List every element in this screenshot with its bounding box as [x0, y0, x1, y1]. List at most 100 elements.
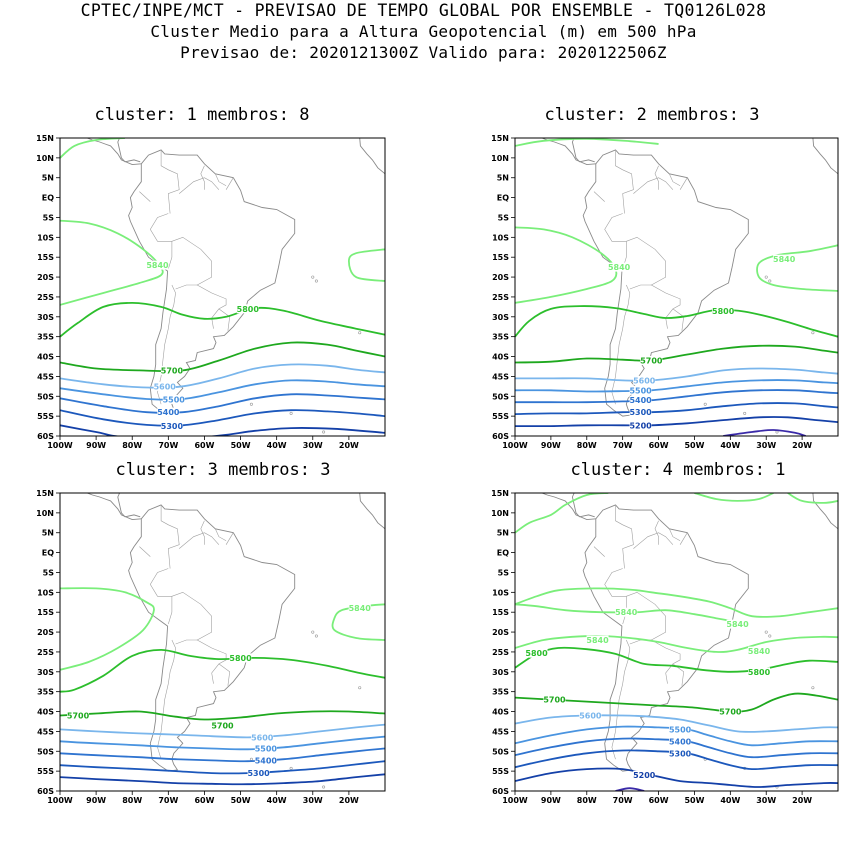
y-tick-label: 30S — [492, 668, 509, 677]
coastline — [128, 149, 296, 417]
country-border — [679, 177, 688, 190]
y-tick-label: 25S — [492, 648, 509, 657]
country-border — [218, 663, 231, 686]
y-tick-label: 15S — [37, 253, 54, 262]
contour-5800 — [60, 648, 385, 693]
contour-label: 5500 — [629, 386, 652, 395]
contour-label-bg — [726, 619, 749, 629]
contour-5300 — [515, 402, 838, 415]
coastline — [86, 493, 142, 521]
y-tick-label: 50S — [492, 747, 509, 756]
y-tick-label: 60S — [492, 787, 509, 796]
contour-5840 — [515, 138, 659, 147]
contour-label: 5400 — [255, 756, 278, 765]
country-border — [179, 532, 220, 549]
y-tick-label: 10S — [492, 588, 509, 597]
y-tick-label: 20S — [37, 273, 54, 282]
contour-5700 — [515, 344, 838, 364]
contour-5800 — [60, 301, 385, 338]
contour-label: 5800 — [229, 654, 252, 663]
island — [314, 279, 318, 283]
x-tick-label: 50W — [684, 796, 704, 805]
contour-5600 — [60, 723, 385, 739]
panel-title: cluster: 4 membros: 1 — [570, 460, 786, 480]
y-tick-label: 30S — [492, 313, 509, 322]
island — [358, 331, 362, 335]
contour-label: 5300 — [247, 769, 270, 778]
contour-label: 5200 — [629, 421, 652, 430]
map-frame — [59, 492, 386, 792]
map-frame — [514, 137, 839, 437]
y-tick-label: 5N — [42, 174, 54, 183]
contour-5840 — [515, 587, 838, 618]
coastline — [359, 493, 385, 530]
island — [322, 430, 326, 434]
contour-5840 — [694, 493, 774, 502]
contour-label: 5840 — [726, 620, 749, 629]
contour-5840 — [756, 244, 838, 292]
contour-label: 5840 — [586, 636, 609, 645]
country-border — [168, 596, 173, 625]
contour-label-bg — [211, 720, 234, 730]
y-tick-label: 60S — [37, 432, 54, 441]
contour-label: 5840 — [146, 261, 169, 270]
x-tick-label: 40W — [720, 441, 740, 450]
contour-label-bg — [254, 743, 277, 753]
contour-label-bg — [633, 770, 656, 780]
y-tick-label: 55S — [37, 767, 54, 776]
contour-label-bg — [629, 395, 652, 405]
island — [703, 402, 707, 406]
contour-label-bg — [586, 635, 609, 645]
contour-label: 5700 — [640, 357, 663, 366]
contour-label: 5400 — [629, 396, 652, 405]
contour-label-bg — [640, 356, 663, 366]
x-tick-label: 50W — [684, 441, 704, 450]
island — [764, 630, 768, 634]
island — [358, 686, 362, 690]
contour-label-bg — [579, 711, 602, 721]
contour-label: 5700 — [161, 366, 184, 375]
y-tick-label: 15S — [37, 608, 54, 617]
contour-label-bg — [543, 695, 566, 705]
island — [768, 279, 772, 283]
contour-label-bg — [160, 365, 183, 375]
contour-5700 — [60, 341, 385, 373]
country-border — [157, 639, 176, 760]
y-tick-label: 60S — [37, 787, 54, 796]
y-tick-label: EQ — [42, 549, 54, 558]
coastline — [117, 138, 141, 163]
contour-5600 — [60, 363, 385, 389]
y-tick-label: 35S — [492, 688, 509, 697]
country-border — [225, 177, 234, 190]
contour-label-bg — [229, 653, 252, 663]
panel-title: cluster: 2 membros: 3 — [544, 105, 760, 125]
country-border — [672, 308, 685, 331]
x-tick-label: 60W — [194, 441, 214, 450]
x-tick-label: 80W — [122, 441, 142, 450]
y-tick-label: 15S — [492, 253, 509, 262]
contour-label-bg — [67, 711, 90, 721]
y-tick-label: 50S — [37, 747, 54, 756]
island — [249, 757, 253, 761]
island — [311, 275, 315, 279]
y-tick-label: 60S — [492, 432, 509, 441]
country-border — [168, 241, 173, 270]
contour-label-bg — [348, 603, 371, 613]
cluster-1-map: 5840 5800 5700 5600 5500 5400 5300 15N 10N 5N EQ 5S… — [36, 134, 386, 450]
island — [775, 430, 779, 434]
country-border — [160, 504, 180, 569]
y-tick-label: 5S — [43, 213, 55, 222]
country-border — [179, 177, 220, 194]
x-tick-label: 80W — [577, 796, 597, 805]
contour-label-bg — [146, 260, 169, 270]
y-tick-label: 10S — [37, 233, 54, 242]
island — [322, 785, 326, 789]
contour-label-bg — [251, 732, 274, 742]
contour-5840 — [515, 226, 618, 304]
y-tick-label: 20S — [492, 628, 509, 637]
coastline — [571, 138, 595, 163]
contour-label: 5700 — [67, 712, 90, 721]
island — [249, 402, 253, 406]
contour-label: 5600 — [251, 733, 274, 742]
x-tick-label: 30W — [303, 441, 323, 450]
